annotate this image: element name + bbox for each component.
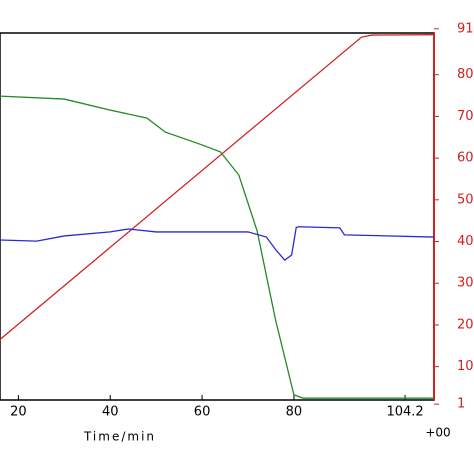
y2-tick-label: 60 [457, 151, 474, 166]
annotation: +00 [425, 426, 450, 440]
y2-tick-label: 80 [457, 67, 474, 82]
y2-tick-label: 30 [457, 276, 474, 291]
y2-tick-label: 10 [457, 359, 474, 374]
y2-tick-label: 91 [457, 21, 474, 36]
y2-tick-label: 1 [457, 397, 465, 412]
y2-tick-label: 70 [457, 109, 474, 124]
y2-tick-label: 50 [457, 192, 474, 207]
x-tick-label: 104.2 [386, 405, 423, 420]
series-line [0, 95, 434, 399]
x-tick-label: 40 [102, 405, 119, 420]
y2-tick-label: 20 [457, 317, 474, 332]
x-tick-label: 80 [286, 405, 303, 420]
y2-tick-label: 40 [457, 234, 474, 249]
x-tick-label: 20 [10, 405, 27, 420]
series-line [0, 226, 435, 262]
series-line [0, 34, 435, 341]
x-tick-label: 60 [194, 405, 211, 420]
x-axis-label: Time/min [83, 430, 156, 444]
